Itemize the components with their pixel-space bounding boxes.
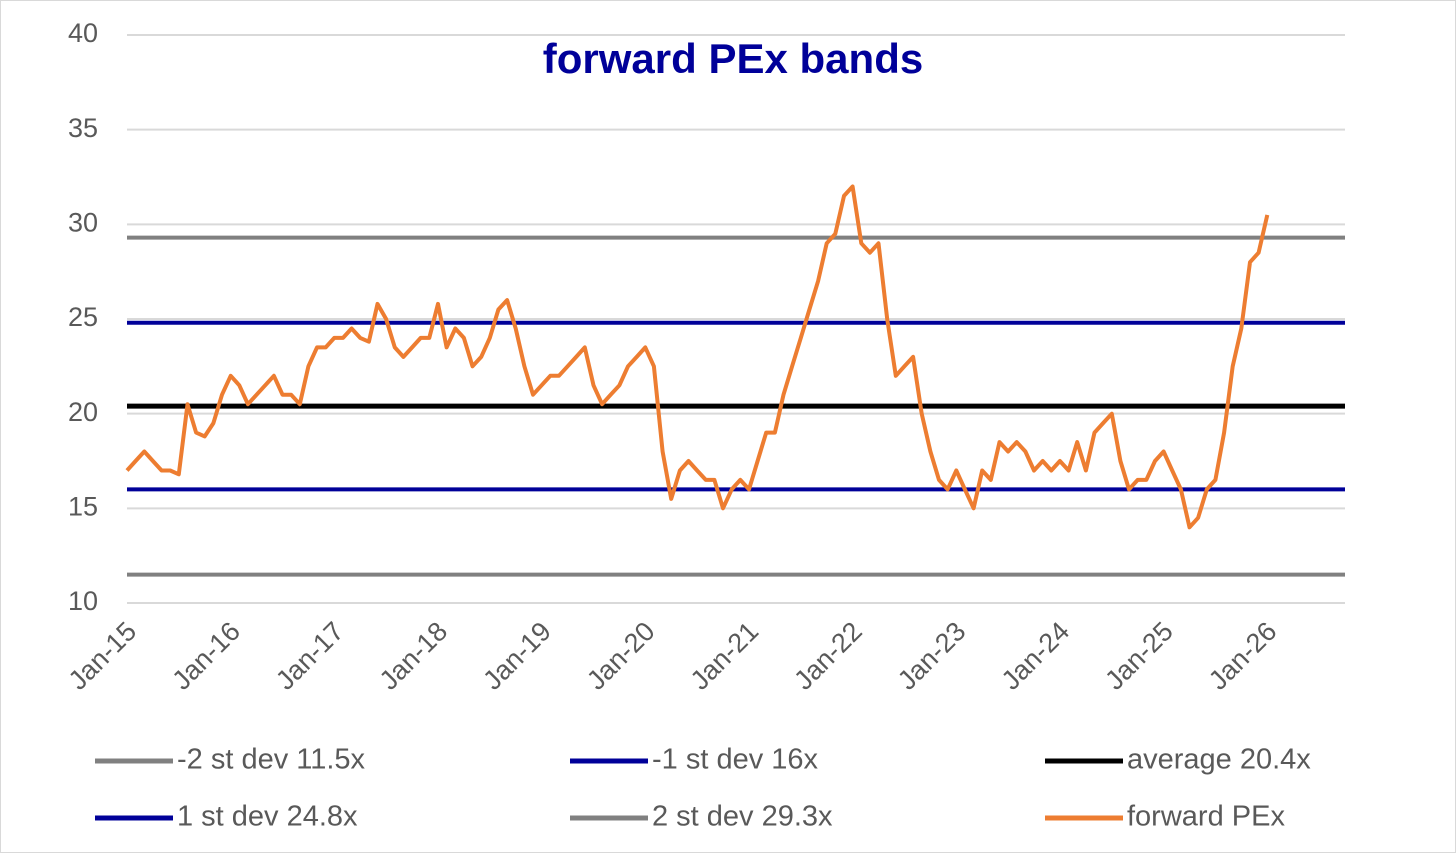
y-tick-label: 10 xyxy=(68,586,98,616)
legend-label: -1 st dev 16x xyxy=(652,744,819,776)
y-tick-label: 35 xyxy=(68,113,98,143)
y-tick-label: 15 xyxy=(68,491,98,521)
legend-label: 1 st dev 24.8x xyxy=(177,801,358,833)
legend-label: average 20.4x xyxy=(1127,744,1311,776)
y-tick-label: 30 xyxy=(68,207,98,237)
y-tick-label: 25 xyxy=(68,302,98,332)
chart-title: forward PEx bands xyxy=(543,35,923,82)
legend-label: -2 st dev 11.5x xyxy=(177,744,366,776)
legend-label: 2 st dev 29.3x xyxy=(652,801,833,833)
data-line xyxy=(125,184,1270,530)
legend-label: forward PEx xyxy=(1127,801,1285,833)
y-tick-label: 40 xyxy=(68,18,98,48)
y-tick-label: 20 xyxy=(68,397,98,427)
